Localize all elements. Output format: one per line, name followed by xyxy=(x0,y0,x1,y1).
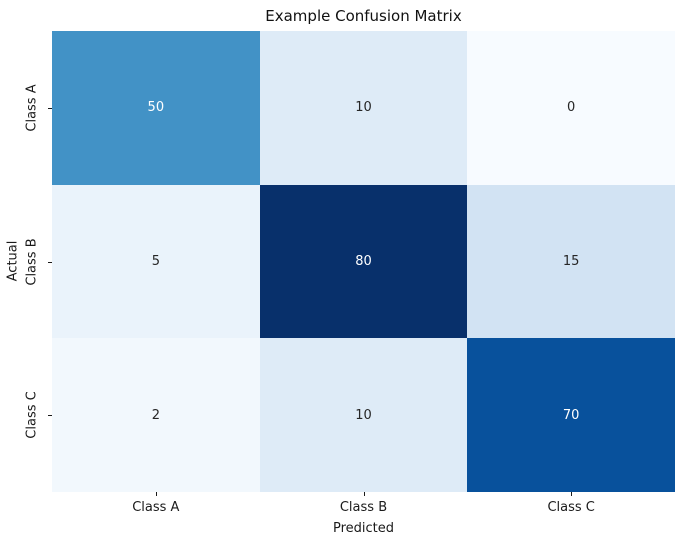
heatmap-cell: 5 xyxy=(52,184,260,339)
heatmap-cell: 2 xyxy=(52,338,260,492)
y-tick-mark xyxy=(48,261,52,263)
x-tick-label: Class B xyxy=(339,500,388,515)
x-axis-label: Predicted xyxy=(332,521,395,536)
x-tick-label: Class C xyxy=(547,500,595,515)
heatmap-cell: 80 xyxy=(259,184,468,339)
y-axis-label-text: Actual xyxy=(5,240,21,282)
heatmap-cell: 0 xyxy=(467,31,675,185)
heatmap-cell: 10 xyxy=(259,31,468,185)
x-tick-mark xyxy=(155,492,157,496)
heatmap-cell: 15 xyxy=(467,184,675,339)
x-tick-mark xyxy=(363,492,365,496)
x-tick-label: Class A xyxy=(132,500,180,515)
chart-title: Example Confusion Matrix xyxy=(265,7,462,25)
y-tick-mark xyxy=(48,415,52,417)
heatmap-cell: 50 xyxy=(52,31,260,185)
heatmap-cell: 70 xyxy=(467,338,675,492)
y-tick-label-text: Class B xyxy=(24,237,40,286)
heatmap-cell: 10 xyxy=(259,338,468,492)
y-tick-label-text: Class A xyxy=(24,84,40,132)
y-tick-mark xyxy=(48,107,52,109)
heatmap-grid: 50 10 0 5 80 15 2 10 70 xyxy=(52,31,675,492)
y-tick-label-text: Class C xyxy=(24,391,40,439)
x-tick-mark xyxy=(571,492,573,496)
